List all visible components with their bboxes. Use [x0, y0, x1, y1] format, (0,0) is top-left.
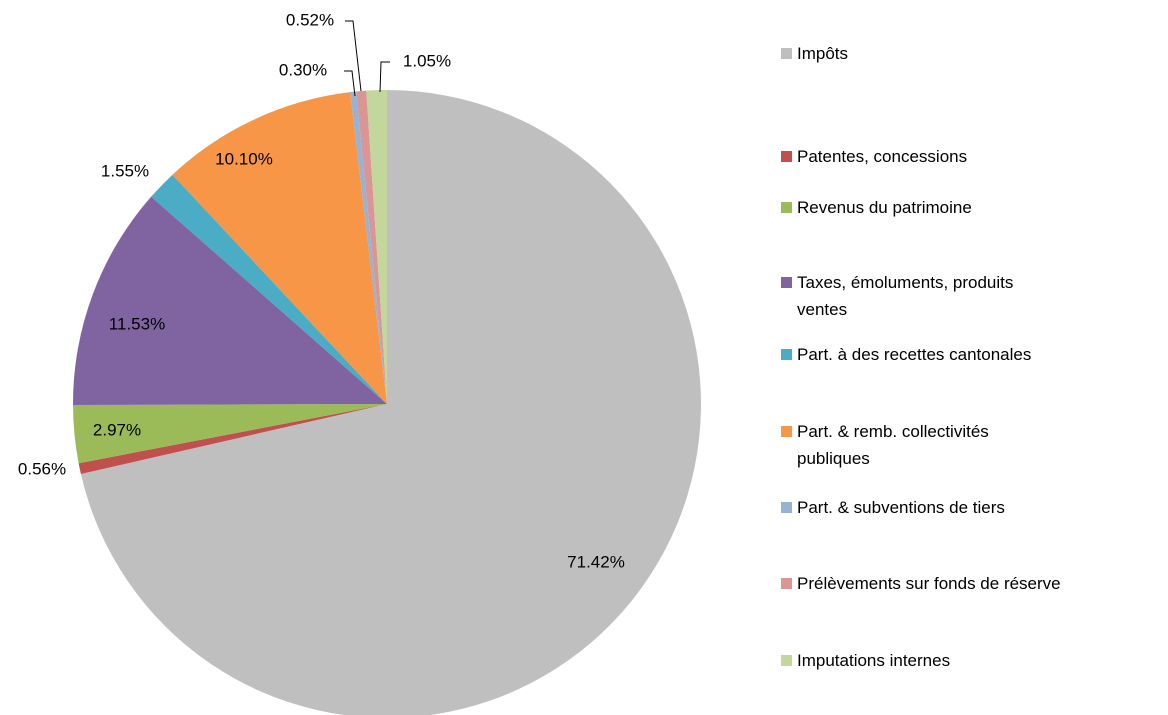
data-label: 1.05% — [403, 51, 451, 70]
pie-slice — [151, 174, 387, 404]
data-label: 71.42% — [567, 552, 625, 571]
pie-slice — [366, 90, 387, 404]
data-label: 11.53% — [109, 314, 165, 333]
data-label: 1.55% — [101, 161, 149, 180]
data-label: 2.97% — [93, 420, 141, 439]
pie-slice — [73, 404, 387, 464]
data-label: 0.52% — [286, 10, 334, 29]
data-label: 10.10% — [215, 149, 273, 168]
pie-slice — [78, 404, 387, 475]
leader-line — [379, 61, 390, 93]
data-label: 0.30% — [279, 60, 327, 79]
pie-slice — [80, 90, 701, 715]
pie-slice — [356, 90, 387, 404]
leader-line — [344, 70, 356, 97]
pie-slice — [73, 196, 387, 405]
leader-line — [345, 20, 362, 92]
data-label: 0.56% — [18, 459, 66, 478]
pie-slice — [350, 91, 387, 404]
pie-slice — [172, 92, 387, 405]
